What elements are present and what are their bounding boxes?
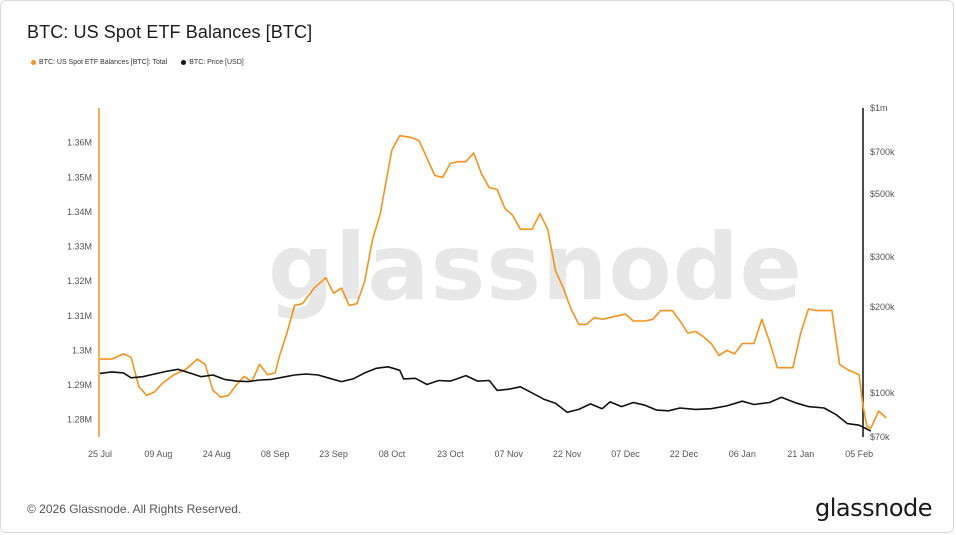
series-line-btc-price [99, 365, 872, 432]
legend-dot-etf-balances [31, 60, 36, 65]
y-right-tick-label: $500k [870, 189, 895, 199]
y-left-tick-label: 1.32M [67, 276, 92, 286]
copyright-text: © 2026 Glassnode. All Rights Reserved. [27, 502, 242, 516]
legend-dot-btc-price [181, 60, 187, 65]
y-right-tick-label: $1m [870, 103, 888, 113]
x-tick-label: 07 Nov [494, 449, 523, 459]
glassnode-logo[interactable]: glassnode [815, 494, 933, 522]
y-left-tick-label: 1.33M [67, 242, 92, 252]
x-tick-label: 25 Jul [88, 449, 112, 459]
y-right-tick-label: $100k [870, 388, 895, 398]
x-tick-label: 21 Jan [787, 449, 814, 459]
x-tick-label: 06 Jan [729, 449, 756, 459]
x-tick-label: 08 Sep [261, 449, 290, 459]
chart-svg[interactable]: 1.28M 1.29M 1.3M 1.31M 1.32M 1.33M 1.34M 1.35M 1… [0, 0, 956, 470]
legend-item-etf-balances[interactable]: BTC: US Spot ETF Balances [BTC]: Total [31, 59, 167, 66]
x-tick-label: 24 Aug [203, 449, 231, 459]
y-left-tick-label: 1.36M [67, 138, 92, 148]
x-tick-label: 22 Dec [670, 449, 699, 459]
y-right-tick-label: $300k [870, 252, 895, 262]
y-left-tick-label: 1.35M [67, 172, 92, 182]
x-tick-label: 08 Oct [379, 449, 406, 459]
y-left-tick-label: 1.28M [67, 415, 92, 425]
legend-label-etf-balances: BTC: US Spot ETF Balances [BTC]: Total [39, 59, 168, 66]
y-left-tick-label: 1.3M [72, 345, 92, 355]
x-tick-label: 07 Dec [611, 449, 640, 459]
y-right-tick-label: $70k [870, 432, 890, 442]
legend: BTC: US Spot ETF Balances [BTC]: Total B… [31, 59, 244, 66]
legend-label-btc-price: BTC: Price [USD] [189, 59, 244, 66]
x-tick-label: 09 Aug [144, 449, 172, 459]
x-tick-label: 23 Oct [437, 449, 464, 459]
chart-title: BTC: US Spot ETF Balances [BTC] [27, 22, 313, 42]
y-right-tick-label: $700k [870, 147, 895, 157]
y-left-tick-label: 1.34M [67, 207, 92, 217]
x-tick-label: 05 Feb [845, 449, 873, 459]
x-tick-label: 23 Sep [319, 449, 348, 459]
y-right-tick-label: $200k [870, 302, 895, 312]
y-left-tick-label: 1.31M [67, 311, 92, 321]
x-tick-label: 22 Nov [553, 449, 582, 459]
y-left-tick-label: 1.29M [67, 380, 92, 390]
legend-item-btc-price[interactable]: BTC: Price [USD] [181, 59, 244, 66]
series-line-etf-balances [100, 134, 887, 430]
